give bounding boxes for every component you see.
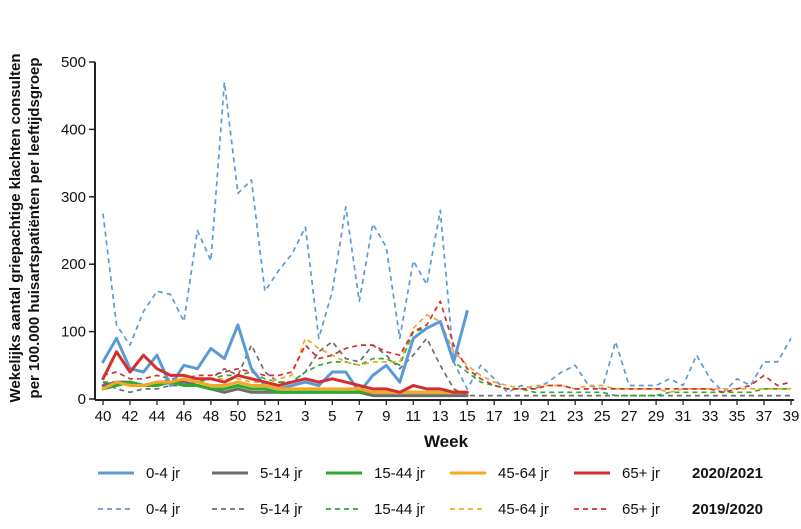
x-tick-label: 40 (95, 408, 112, 425)
plot-lines (101, 81, 792, 398)
y-axis-ticks: 0 100 200 300 400 500 (61, 54, 95, 408)
y-axis-title-line-2: per 100.000 huisartspatiënten per leefti… (26, 58, 43, 399)
x-axis-ticks: 40 42 44 46 48 50 52 1 3 5 7 9 11 13 15 17 19 21 23 25 27 29 3… (95, 400, 800, 425)
legend-season-label: 2020/2021 (692, 465, 763, 482)
legend-label: 45-64 jr (498, 501, 549, 518)
x-tick-label: 25 (594, 408, 611, 425)
legend-label: 65+ jr (622, 465, 660, 482)
y-axis-title-line-1: Wekelijks aantal griepachtige klachten c… (7, 53, 24, 402)
legend-label: 65+ jr (622, 501, 660, 518)
axes (94, 62, 794, 401)
x-tick-label: 9 (382, 408, 390, 425)
y-tick-label: 400 (61, 121, 86, 138)
y-tick-label: 100 (61, 324, 86, 341)
x-tick-label: 1 (274, 408, 282, 425)
x-tick-label: 44 (149, 408, 166, 425)
x-tick-label: 48 (203, 408, 220, 425)
legend-label: 45-64 jr (498, 465, 549, 482)
x-tick-label: 5 (328, 408, 336, 425)
series-line-65-jr-2020-2021 (101, 350, 469, 394)
x-tick-label: 3 (301, 408, 309, 425)
x-axis-title: Week (424, 432, 469, 451)
x-tick-label: 19 (513, 408, 530, 425)
x-tick-label: 13 (432, 408, 449, 425)
x-tick-label: 17 (486, 408, 503, 425)
series-line-45-64-jr-2020-2021 (101, 377, 469, 394)
x-tick-label: 27 (621, 408, 638, 425)
x-tick-label: 46 (176, 408, 193, 425)
legend-label: 15-44 jr (374, 501, 425, 518)
x-tick-label: 33 (702, 408, 719, 425)
legend-label: 5-14 jr (260, 501, 303, 518)
legend-label: 0-4 jr (146, 465, 180, 482)
x-tick-label: 15 (459, 408, 476, 425)
x-tick-label: 31 (675, 408, 692, 425)
x-tick-label: 35 (729, 408, 746, 425)
legend-season-label: 2019/2020 (692, 501, 763, 518)
series-line-0-4-jr-2019-2020 (102, 81, 792, 394)
y-tick-label: 300 (61, 189, 86, 206)
x-tick-label: 21 (540, 408, 557, 425)
y-tick-label: 200 (61, 256, 86, 273)
x-tick-label: 52 (257, 408, 274, 425)
x-tick-label: 11 (405, 408, 421, 425)
x-tick-label: 7 (355, 408, 363, 425)
legend-label: 0-4 jr (146, 501, 180, 518)
y-tick-label: 500 (61, 54, 86, 71)
legend-label: 15-44 jr (374, 465, 425, 482)
y-tick-label: 0 (78, 391, 86, 408)
legend-label: 5-14 jr (260, 465, 303, 482)
x-tick-label: 37 (756, 408, 773, 425)
series-line-65-jr-2019-2020 (102, 300, 792, 394)
x-tick-label: 50 (230, 408, 247, 425)
y-axis-title: Wekelijks aantal griepachtige klachten c… (7, 53, 43, 402)
series-line-0-4-jr-2020-2021 (101, 309, 469, 394)
x-tick-label: 39 (783, 408, 800, 425)
x-tick-label: 29 (648, 408, 665, 425)
legend: 0-4 jr 5-14 jr 15-44 jr 45-64 jr 65+ jr 2020/… (98, 465, 763, 518)
x-tick-label: 42 (122, 408, 139, 425)
x-tick-label: 23 (567, 408, 584, 425)
